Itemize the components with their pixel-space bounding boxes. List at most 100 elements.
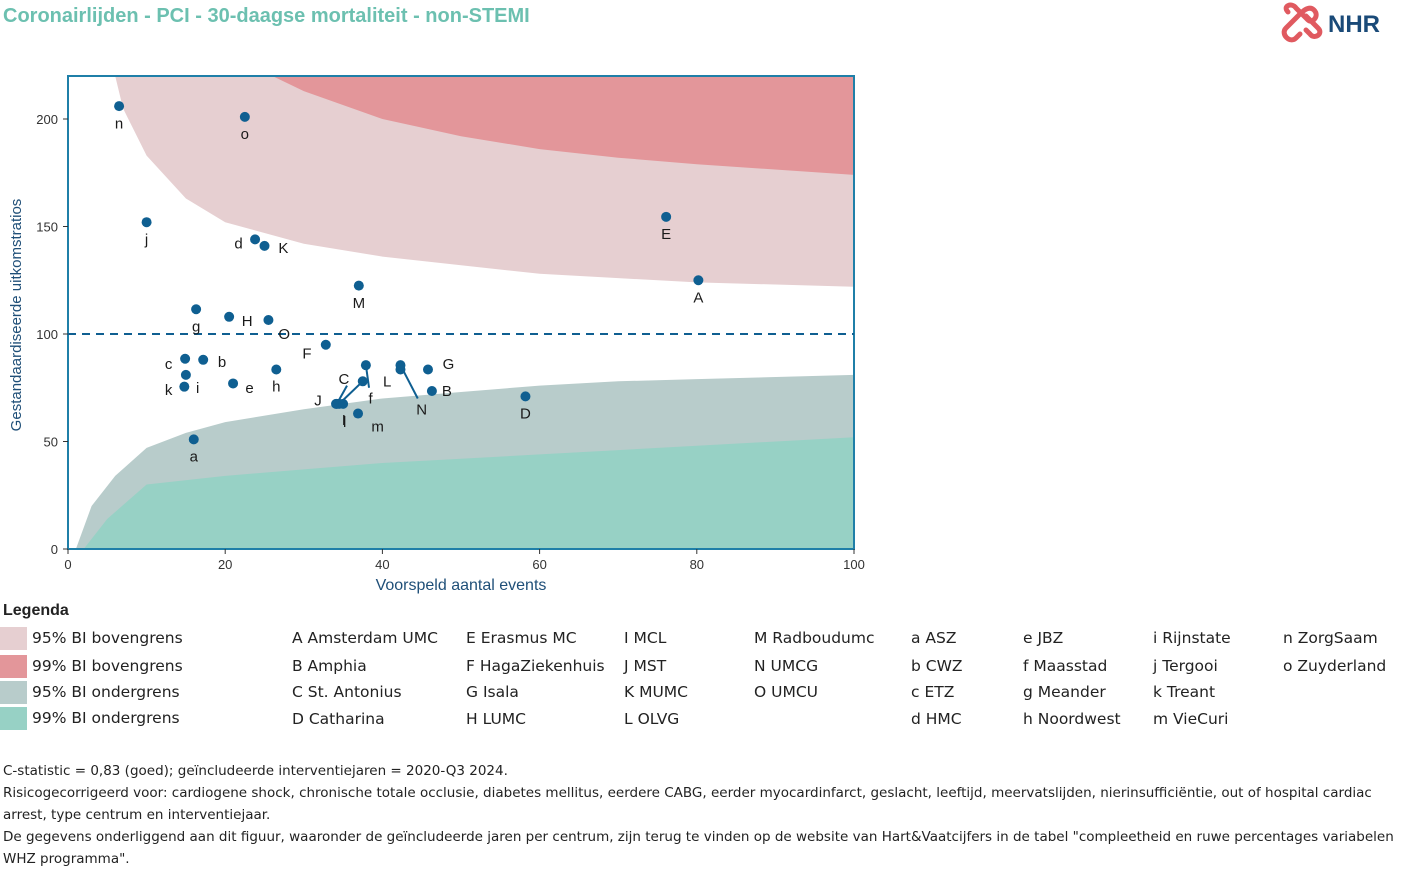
legend-swatch-row: 95% BI bovengrens <box>0 627 280 651</box>
data-point <box>353 280 364 291</box>
legend-centre-entry: D Catharina <box>292 710 385 728</box>
data-point <box>422 364 433 375</box>
data-point <box>250 234 261 245</box>
data-point-label: J <box>314 393 322 410</box>
data-point <box>198 354 209 365</box>
data-point <box>357 376 368 387</box>
data-point-label: a <box>190 449 199 466</box>
data-point-label: L <box>383 373 391 390</box>
data-point <box>180 369 191 380</box>
funnel-chart: 0 20 40 60 80 100 0 50 100 150 200 A B C D E F G H I J K L M N O… <box>8 75 865 594</box>
legend-centre-entry: C St. Antonius <box>292 683 402 701</box>
data-point <box>114 101 125 112</box>
data-point <box>179 381 190 392</box>
data-point-label: C <box>338 371 349 388</box>
legend-swatch-row: 95% BI ondergrens <box>0 681 280 705</box>
legend-centre-entry: a ASZ <box>911 629 957 647</box>
legend-centre-entry: M Radboudumc <box>754 629 875 647</box>
data-point-label: F <box>302 345 311 362</box>
data-point <box>360 360 371 371</box>
legend-swatch <box>0 627 27 650</box>
data-point-label: b <box>218 354 226 371</box>
legend-swatch-label: 95% BI ondergrens <box>32 683 180 701</box>
data-point-label: d <box>234 236 242 253</box>
data-point-label: B <box>442 383 452 400</box>
footer-source-note: De gegevens onderliggend aan dit figuur,… <box>3 829 1394 867</box>
data-point <box>395 360 406 371</box>
x-tick-label: 80 <box>690 557 704 572</box>
data-point-label: E <box>661 226 671 243</box>
data-point <box>426 385 437 396</box>
legend-centre-entry: k Treant <box>1153 683 1216 701</box>
data-point <box>520 391 531 402</box>
legend-centre-entry: i Rijnstate <box>1153 629 1231 647</box>
legend-centre-entry: d HMC <box>911 710 962 728</box>
y-tick-label: 200 <box>36 112 58 127</box>
legend-swatch <box>0 707 27 730</box>
data-point-label: A <box>693 289 703 306</box>
data-point-label: K <box>278 240 288 257</box>
x-tick-label: 100 <box>843 557 865 572</box>
footer-statistic: C-statistic = 0,83 (goed); geïncludeerde… <box>3 763 508 779</box>
legend-centre-entry: g Meander <box>1023 683 1106 701</box>
data-point-label: H <box>242 313 253 330</box>
legend-centre-entry: N UMCG <box>754 657 819 675</box>
data-point <box>180 353 191 364</box>
x-axis-label: Voorspeld aantal events <box>376 577 547 594</box>
data-point-label: e <box>245 380 253 397</box>
data-point-label: c <box>165 356 173 373</box>
data-point <box>693 275 704 286</box>
legend-swatch <box>0 681 27 704</box>
legend-centre-entry: h Noordwest <box>1023 710 1121 728</box>
legend-swatch-label: 95% BI bovengrens <box>32 629 183 647</box>
band-lower-99 <box>83 437 854 549</box>
y-tick-label: 150 <box>36 220 58 235</box>
y-tick-label: 50 <box>44 435 58 450</box>
data-point-label: G <box>443 356 455 373</box>
legend-centre-entry: K MUMC <box>624 683 689 701</box>
legend-centre-entry: e JBZ <box>1023 629 1064 647</box>
data-point-label: h <box>272 379 280 396</box>
y-tick-label: 0 <box>51 542 58 557</box>
x-tick-label: 0 <box>64 557 71 572</box>
data-point <box>661 211 672 222</box>
legend-centre-entry: A Amsterdam UMC <box>292 629 438 647</box>
data-point <box>353 408 364 419</box>
band-upper-99 <box>272 76 854 175</box>
data-point <box>141 217 152 228</box>
legend-centre-entry: F HagaZiekenhuis <box>466 657 605 675</box>
legend-centre-entry: O UMCU <box>754 683 819 701</box>
data-point <box>331 398 342 409</box>
nhr-logo-mark-icon <box>1281 2 1323 43</box>
legend-swatch <box>0 655 27 678</box>
data-point-label: N <box>416 401 427 418</box>
data-point <box>259 240 270 251</box>
legend-centre-entry: f Maasstad <box>1023 657 1108 675</box>
confidence-bands <box>68 76 855 549</box>
data-point <box>263 315 274 326</box>
legend-centre-entry: b CWZ <box>911 657 963 675</box>
legend-centre-entry: H LUMC <box>466 710 526 728</box>
footer-risk-adjustment: Risicogecorrigeerd voor: cardiogene shoc… <box>3 785 1372 823</box>
axes: 0 20 40 60 80 100 0 50 100 150 200 <box>36 75 865 572</box>
data-point-label: i <box>196 380 199 397</box>
data-point-label: m <box>371 418 384 435</box>
page-title: Coronairlijden - PCI - 30-daagse mortali… <box>3 5 530 27</box>
x-tick-label: 60 <box>532 557 546 572</box>
data-point <box>239 111 250 122</box>
data-point <box>338 398 349 409</box>
legend-title: Legenda <box>3 602 69 619</box>
y-axis-label: Gestandaardiseerde uitkomstratios <box>8 199 25 432</box>
legend-centre-entry: n ZorgSaam <box>1283 629 1378 647</box>
legend-centre-entry: c ETZ <box>911 683 955 701</box>
data-point-label: j <box>144 231 148 248</box>
data-point-label: g <box>192 318 200 335</box>
data-point-label: I <box>342 412 346 429</box>
legend-centre-entry: G Isala <box>466 683 519 701</box>
data-point-label: k <box>165 382 173 399</box>
data-point-label: o <box>241 126 249 143</box>
legend-centre-entry: o Zuyderland <box>1283 657 1387 675</box>
legend-centre-entry: B Amphia <box>292 657 367 675</box>
data-points: A B C D E F G H I J K L M N Oa b c d e f g h i j k l m n o <box>114 101 704 466</box>
data-point <box>224 311 235 322</box>
